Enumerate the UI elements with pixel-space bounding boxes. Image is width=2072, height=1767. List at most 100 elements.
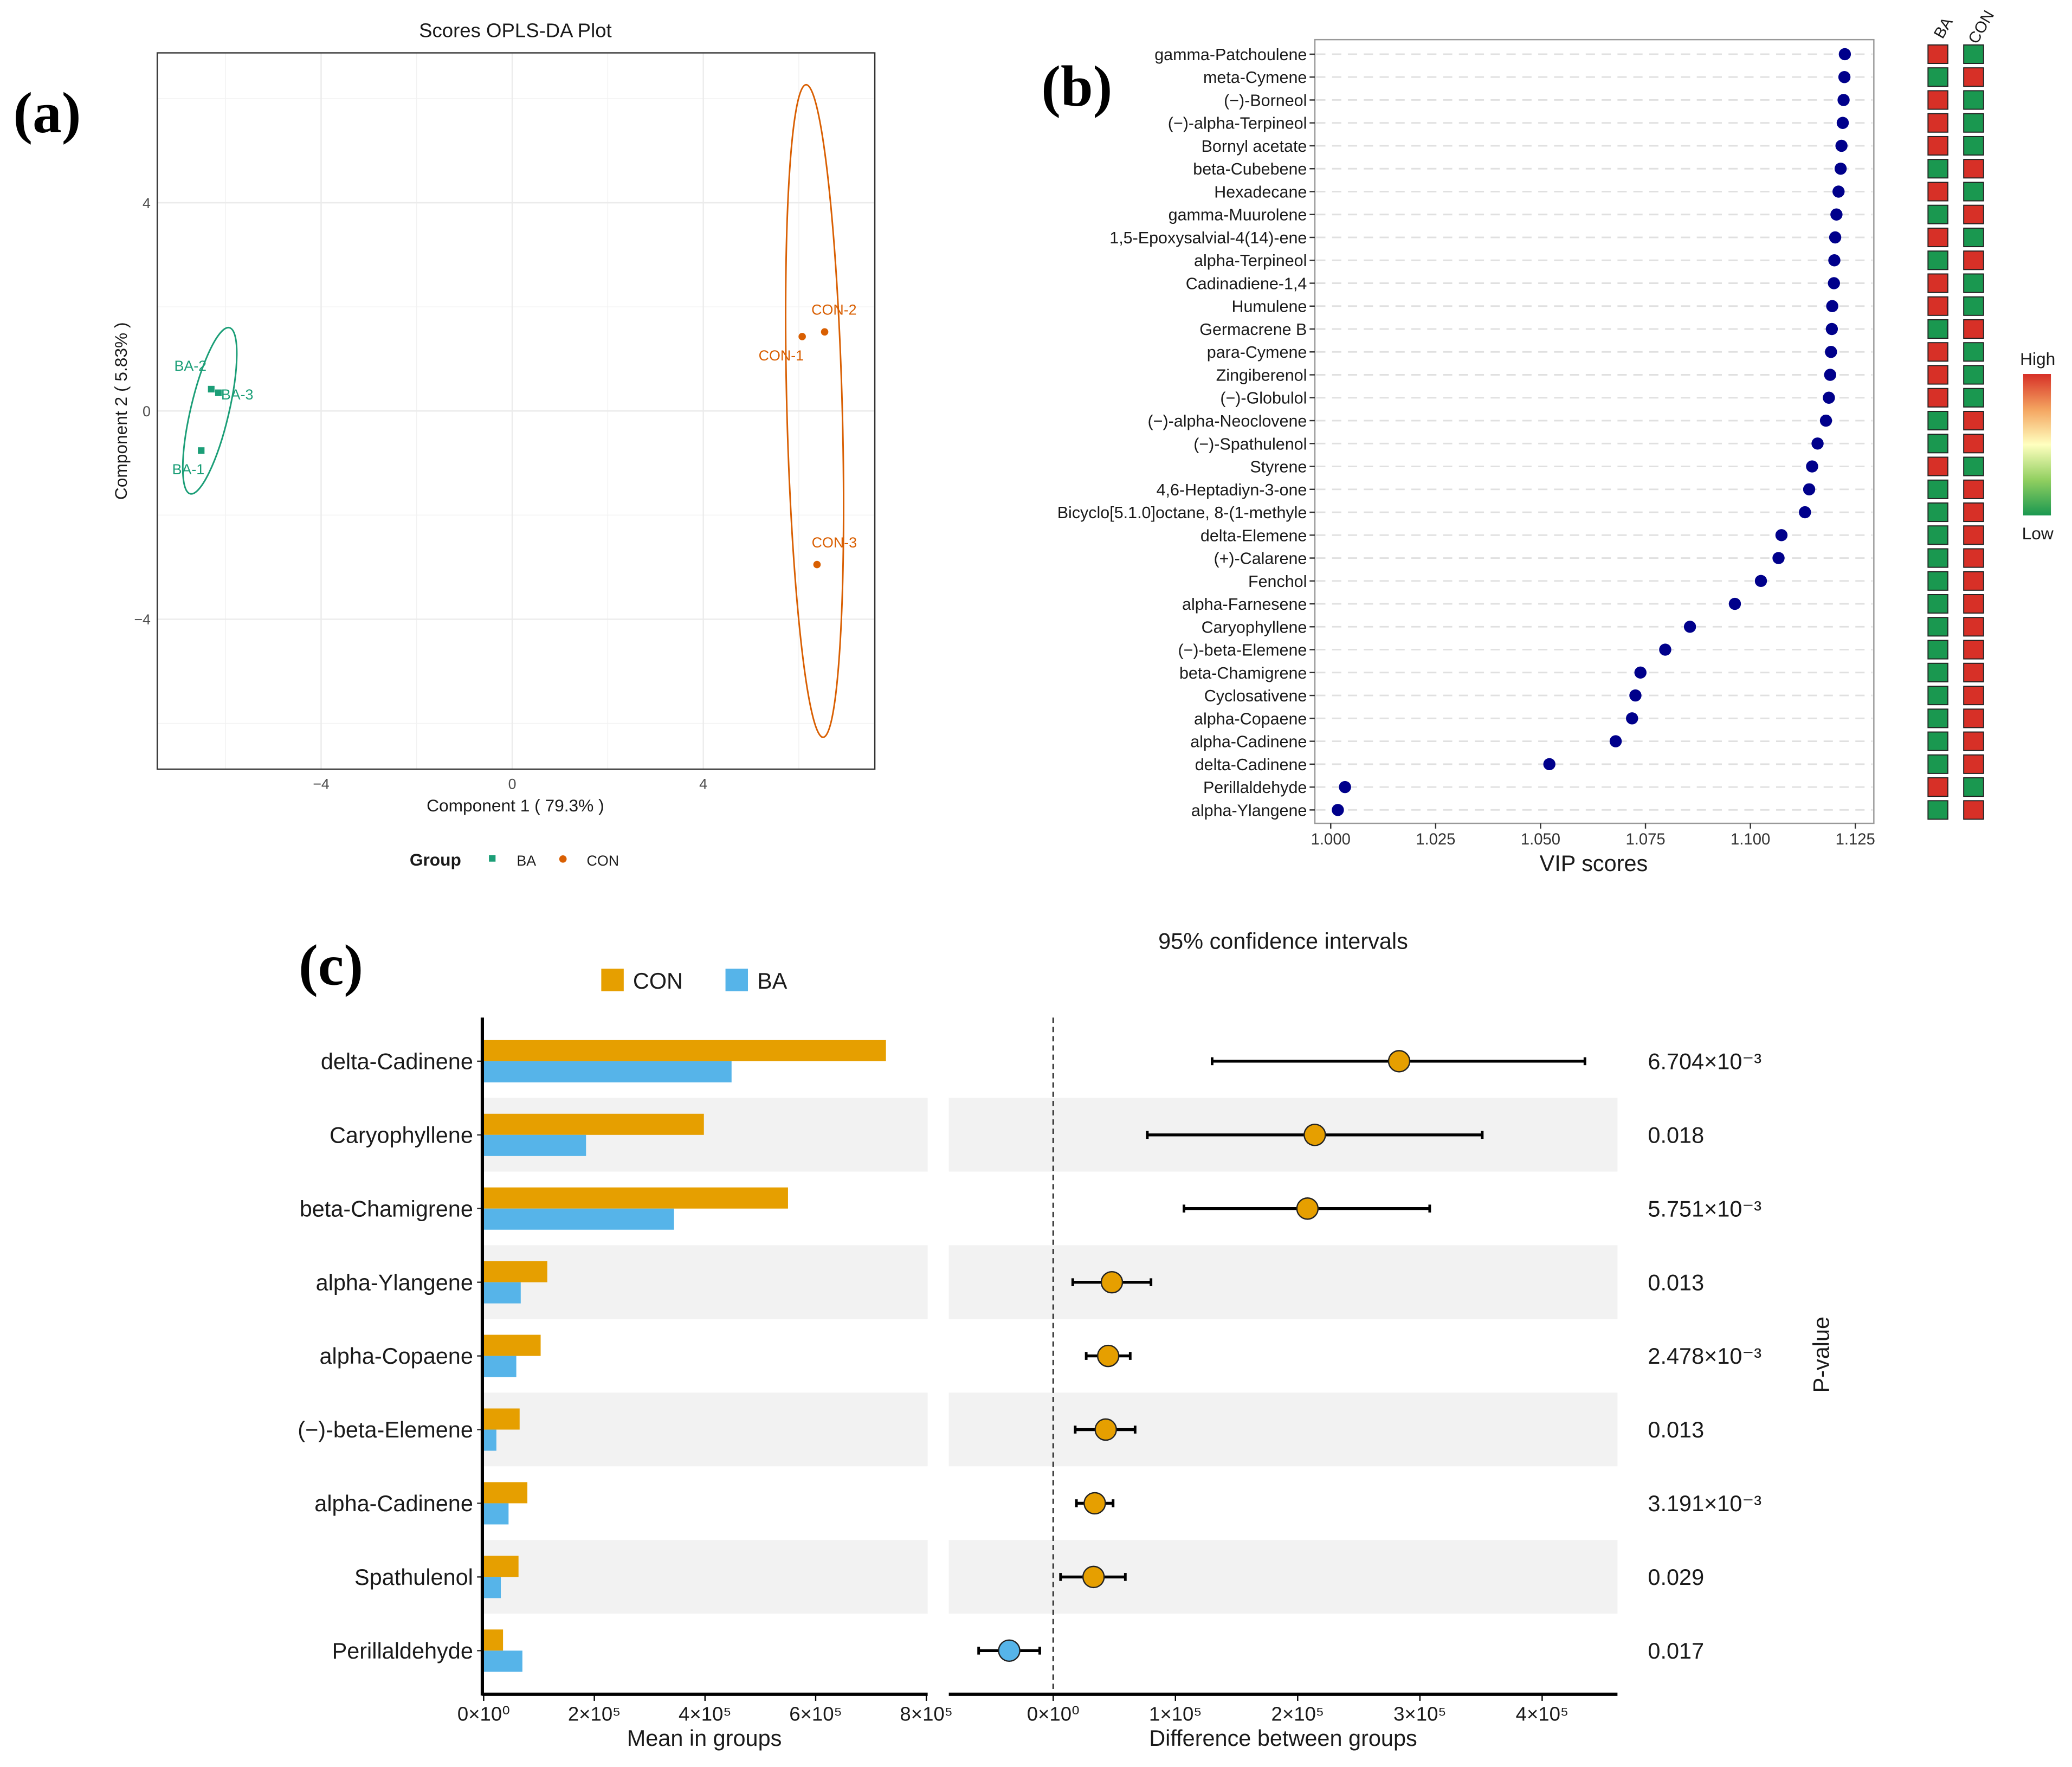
legend-key-ba: [489, 855, 496, 862]
vip-point: [1836, 117, 1849, 129]
compound-label: Cadinadiene-1,4: [1186, 274, 1307, 293]
heatmap-cell-con: [1963, 67, 1984, 87]
compound-label: alpha-Copaene: [319, 1343, 473, 1369]
heatmap-cell-ba: [1927, 388, 1948, 408]
heatmap-cell-con: [1963, 479, 1984, 499]
x-tick-label: 3×10⁵: [1393, 1703, 1447, 1725]
heatmap-cell-con: [1963, 204, 1984, 224]
bar-ba: [483, 1208, 674, 1230]
extended-error-bar-plot: CON BA 95% confidence intervals delta-Ca…: [298, 928, 1834, 1751]
heatmap-cell-ba: [1927, 686, 1948, 706]
vip-score-plot: gamma-Patchoulene meta-Cymene (−)-Borneol (…: [1057, 8, 2056, 876]
plot-title: Scores OPLS-DA Plot: [419, 19, 612, 41]
legend-key-con: [601, 969, 624, 991]
compound-label: delta-Cadinene: [1195, 756, 1307, 774]
compound-label: Spathulenol: [354, 1564, 473, 1590]
heatmap-cell-con: [1963, 754, 1984, 774]
bar-con: [483, 1408, 520, 1430]
panel-label-c: (c): [299, 933, 363, 997]
row-band-mean: [483, 1392, 928, 1467]
heatmap-cell-con: [1963, 777, 1984, 797]
compound-label: delta-Cadinene: [321, 1049, 473, 1074]
heatmap-column-ba: BA: [1931, 14, 1957, 41]
vip-point: [1609, 735, 1622, 747]
vip-point: [1626, 712, 1638, 725]
compound-label: Perillaldehyde: [332, 1638, 473, 1663]
x-tick-label: 4×10⁵: [1516, 1703, 1569, 1725]
x-tick-label: 1.000: [1311, 831, 1351, 848]
compound-label: (−)-beta-Elemene: [298, 1417, 473, 1442]
compound-label: beta-Chamigrene: [1179, 664, 1307, 682]
panel-label-b: (b): [1041, 54, 1112, 119]
vip-point: [1819, 414, 1832, 427]
heatmap-color-legend: [2023, 374, 2051, 515]
vip-point: [1828, 254, 1841, 267]
bar-con: [483, 1261, 547, 1282]
compound-label: 1,5-Epoxysalvial-4(14)-ene: [1109, 229, 1307, 247]
difference-point: [1094, 1418, 1117, 1441]
compound-label: para-Cymene: [1207, 343, 1307, 362]
compound-label: (−)-Borneol: [1224, 91, 1307, 109]
x-tick-label: −4: [313, 776, 330, 792]
row-band-mean: [483, 1540, 928, 1614]
heatmap-cell-con: [1963, 617, 1984, 637]
difference-point: [1303, 1124, 1326, 1146]
heatmap-cell-con: [1963, 342, 1984, 362]
bar-ba: [483, 1650, 522, 1672]
heatmap-cell-ba: [1927, 479, 1948, 499]
vip-point: [1811, 437, 1824, 450]
heatmap-column-con: CON: [1965, 8, 1998, 47]
legend-label-ba: BA: [757, 968, 788, 994]
heatmap-cell-con: [1963, 708, 1984, 728]
vip-point: [1838, 71, 1851, 83]
bar-con: [483, 1482, 528, 1504]
compound-label: (+)-Calarene: [1213, 550, 1307, 568]
compound-label: (−)-alpha-Neoclovene: [1148, 412, 1307, 430]
p-value-label: 0.029: [1648, 1564, 1704, 1590]
heatmap-cell-con: [1963, 250, 1984, 270]
score-point-con-3: [813, 560, 821, 569]
x-tick-label: 1.125: [1836, 831, 1875, 848]
compound-label: delta-Elemene: [1200, 526, 1307, 545]
vip-point: [1683, 621, 1696, 633]
point-label: CON-2: [811, 302, 856, 318]
x-axis-title-mean: Mean in groups: [627, 1725, 782, 1751]
bar-ba: [483, 1061, 732, 1082]
p-value-axis-title: P-value: [1808, 1317, 1834, 1393]
legend-title: Group: [410, 850, 461, 869]
x-axis-title: Component 1 ( 79.3% ): [427, 796, 604, 815]
compound-label: alpha-Cadinene: [314, 1491, 473, 1516]
heatmap-cell-ba: [1927, 182, 1948, 202]
compound-label: alpha-Ylangene: [316, 1269, 473, 1295]
heatmap-cell-ba: [1927, 708, 1948, 728]
p-value-label: 5.751×10⁻³: [1648, 1196, 1761, 1221]
compound-label: beta-Chamigrene: [300, 1196, 473, 1221]
legend-key-con: [559, 855, 567, 863]
vip-point: [1803, 483, 1816, 496]
bar-con: [483, 1556, 519, 1577]
heatmap-cell-ba: [1927, 800, 1948, 820]
heatmap-cell-con: [1963, 525, 1984, 545]
x-tick-label: 2×10⁵: [1271, 1703, 1325, 1725]
heatmap-cell-ba: [1927, 525, 1948, 545]
row-band-diff: [948, 1540, 1618, 1614]
heatmap-cell-ba: [1927, 777, 1948, 797]
compound-label: Hexadecane: [1214, 183, 1307, 201]
heatmap-cell-con: [1963, 594, 1984, 614]
legend-high-label: High: [2020, 349, 2055, 369]
point-label: BA-1: [172, 461, 205, 478]
p-value-label: 2.478×10⁻³: [1648, 1343, 1761, 1369]
compound-label: alpha-Copaene: [1194, 710, 1307, 728]
heatmap-cell-ba: [1927, 296, 1948, 316]
point-label: BA-2: [174, 358, 206, 374]
heatmap-cell-ba: [1927, 640, 1948, 660]
x-tick-label: 2×10⁵: [568, 1703, 621, 1725]
heatmap-cell-con: [1963, 502, 1984, 523]
compound-label: Germacrene B: [1199, 320, 1307, 339]
compound-label: (−)-beta-Elemene: [1178, 641, 1307, 660]
x-tick-label: 1.025: [1416, 831, 1455, 848]
legend-low-label: Low: [2022, 524, 2054, 543]
vip-point: [1728, 597, 1741, 610]
compound-label: Bicyclo[5.1.0]octane, 8-(1-methyle: [1057, 504, 1307, 522]
difference-point: [998, 1639, 1021, 1662]
